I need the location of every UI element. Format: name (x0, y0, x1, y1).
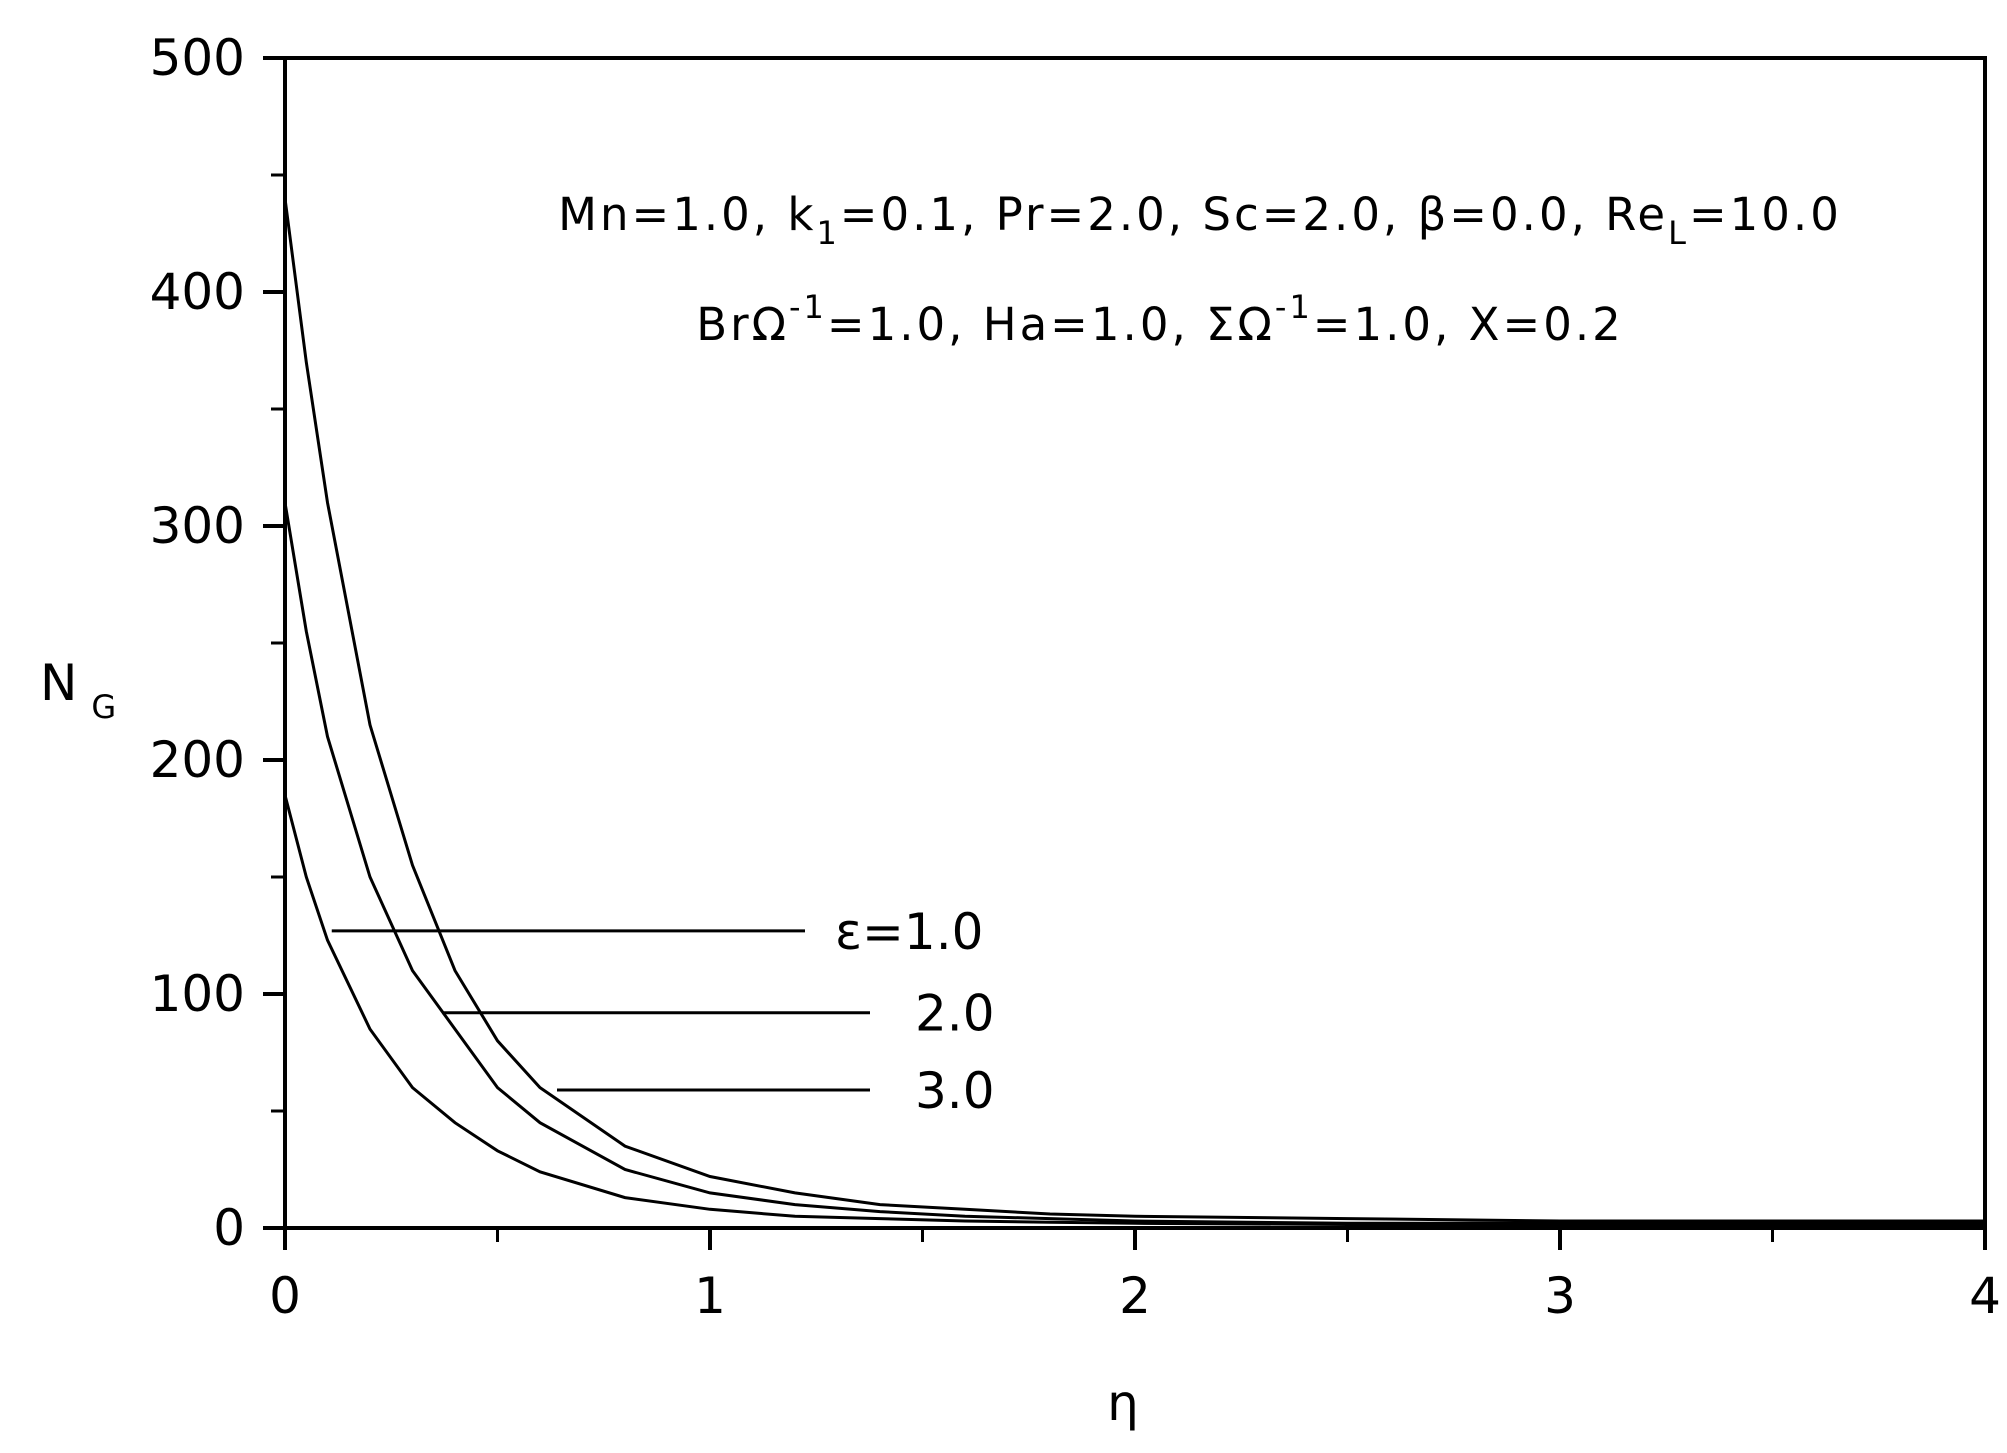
x-tick-label: 4 (1969, 1267, 2001, 1325)
series-label: 3.0 (915, 1062, 995, 1120)
y-tick-label: 500 (150, 29, 245, 87)
series-line (283, 794, 1985, 1228)
series-label: ε=1.0 (835, 903, 983, 961)
y-tick-label: 0 (213, 1199, 245, 1257)
parameter-annotation-line1: Mn=1.0, k1=0.1, Pr=2.0, Sc=2.0, β=0.0, R… (558, 188, 1842, 252)
y-tick-label: 200 (150, 731, 245, 789)
curve-labels: ε=1.0 2.0 3.0 (331, 903, 995, 1120)
x-tick-label: 3 (1544, 1267, 1576, 1325)
y-tick-label: 300 (150, 497, 245, 555)
y-tick-label: 100 (150, 965, 245, 1023)
parameter-annotation-line2: BrΩ-1=1.0, Ha=1.0, ΣΩ-1=1.0, X=0.2 (696, 288, 1624, 351)
curves (283, 198, 1985, 1228)
x-axis-title: η (1107, 1374, 1139, 1432)
series-label: 2.0 (915, 985, 995, 1043)
y-tick-label: 400 (150, 263, 245, 321)
x-tick-label: 2 (1119, 1267, 1151, 1325)
series-line (283, 198, 1985, 1223)
series-line (283, 502, 1985, 1225)
x-tick-label: 1 (694, 1267, 726, 1325)
ticks: 0 1 2 3 4 0 100 200 300 400 500 (150, 29, 2001, 1325)
x-tick-label: 0 (269, 1267, 301, 1325)
